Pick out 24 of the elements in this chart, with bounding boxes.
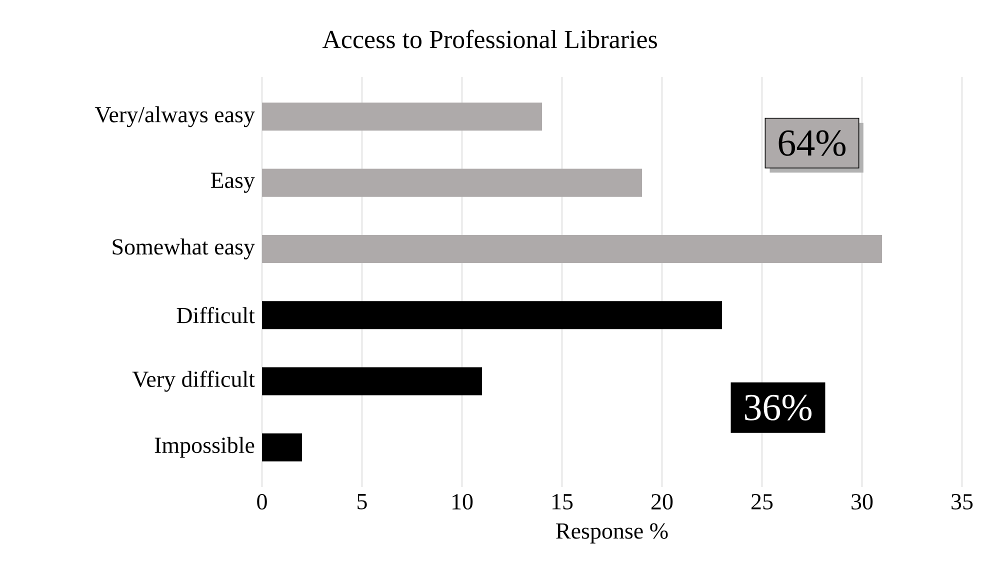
y-tick-label: Very difficult bbox=[132, 370, 255, 392]
annotation: 36% bbox=[744, 394, 812, 421]
y-tick-label: Impossible bbox=[154, 436, 254, 458]
y-tick-label: Difficult bbox=[176, 306, 255, 324]
x-tick-label: 0 bbox=[257, 494, 267, 510]
x-tick-label: 25 bbox=[752, 494, 773, 510]
bar bbox=[262, 301, 722, 330]
y-tick-label: Very/always easy bbox=[94, 106, 255, 128]
x-axis-title: Response % bbox=[556, 523, 668, 544]
bar bbox=[262, 168, 642, 197]
x-tick-label: 10 bbox=[452, 494, 473, 510]
x-tick-label: 15 bbox=[552, 494, 573, 510]
bar bbox=[262, 367, 482, 396]
x-tick-label: 30 bbox=[852, 494, 873, 510]
bar bbox=[262, 102, 542, 131]
bar bbox=[262, 433, 302, 462]
y-tick-label: Somewhat easy bbox=[112, 238, 255, 260]
bar bbox=[262, 234, 882, 263]
x-tick-label: 35 bbox=[952, 494, 973, 510]
x-tick-label: 5 bbox=[358, 494, 367, 510]
y-tick-label: Easy bbox=[210, 172, 255, 193]
x-tick-label: 20 bbox=[652, 494, 673, 510]
chart-title: Access to Professional Libraries bbox=[322, 30, 657, 48]
annotation: 64% bbox=[778, 130, 846, 156]
